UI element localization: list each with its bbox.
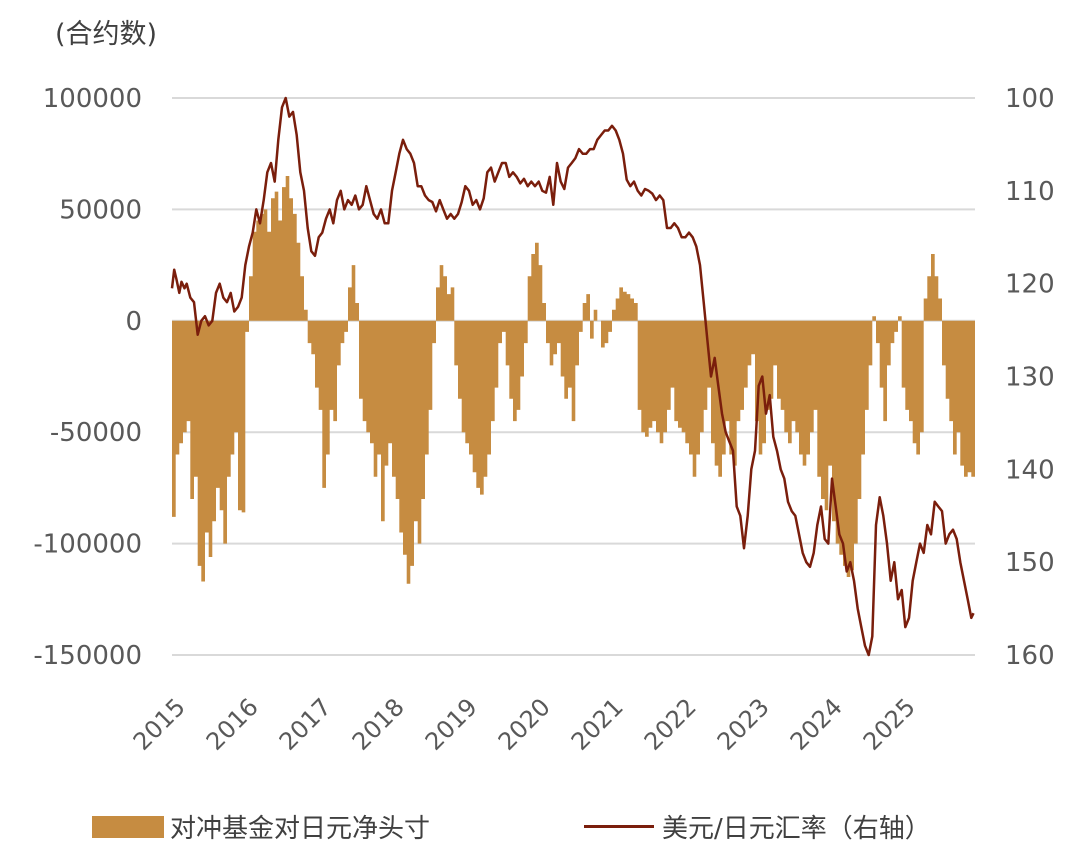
left-axis-tick-label: 50000 [59,195,142,225]
left-axis-tick-label: 0 [125,307,142,337]
right-axis-tick-label: 100 [1005,84,1055,114]
left-axis-unit-label: (合约数) [55,19,158,50]
x-axis-tick-label: 2025 [858,693,921,756]
x-axis-tick-label: 2017 [274,693,337,756]
x-axis-tick-label: 2021 [566,693,629,756]
x-axis-tick-label: 2018 [347,693,410,756]
legend-label-usdjpy: 美元/日元汇率（右轴） [662,814,931,844]
x-axis-tick-label: 2020 [493,693,556,756]
x-axis-tick-label: 2022 [639,693,702,756]
right-axis-tick-label: 160 [1005,641,1055,671]
legend-item-usdjpy: 美元/日元汇率（右轴） [584,808,931,845]
legend-item-net-position: 对冲基金对日元净头寸 [92,808,430,845]
left-axis-tick-label: -100000 [33,530,142,560]
net-position-bars [172,176,975,584]
x-axis-tick-label: 2023 [712,693,775,756]
right-axis-tick-label: 130 [1005,363,1055,393]
right-axis-tick-label: 110 [1005,177,1055,207]
right-axis-tick-label: 150 [1005,548,1055,578]
x-axis-tick-label: 2016 [201,693,264,756]
left-axis-tick-label: -150000 [33,641,142,671]
usdjpy-line [170,96,975,657]
legend-label-net-position: 对冲基金对日元净头寸 [170,814,431,844]
right-axis: 100 110 120 130 140 150 160 [1005,84,1055,671]
x-axis: 2015 2016 2017 2018 2019 2020 2021 2022 2023 2024… [128,693,921,756]
line-swatch-icon [584,825,654,828]
left-axis: 100000 50000 0 -50000 -100000 -150000 [33,84,142,671]
left-axis-tick-label: -50000 [50,418,142,448]
bar-swatch-icon [92,815,164,838]
right-axis-tick-label: 120 [1005,270,1055,300]
x-axis-tick-label: 2024 [785,693,848,756]
legend: 对冲基金对日元净头寸 美元/日元汇率（右轴） [0,808,1083,848]
left-axis-tick-label: 100000 [43,84,142,114]
usdjpy-polyline [170,96,975,657]
net-position-bars-area [172,176,975,584]
x-axis-tick-label: 2019 [420,693,483,756]
x-axis-tick-label: 2015 [128,693,191,756]
right-axis-tick-label: 140 [1005,455,1055,485]
